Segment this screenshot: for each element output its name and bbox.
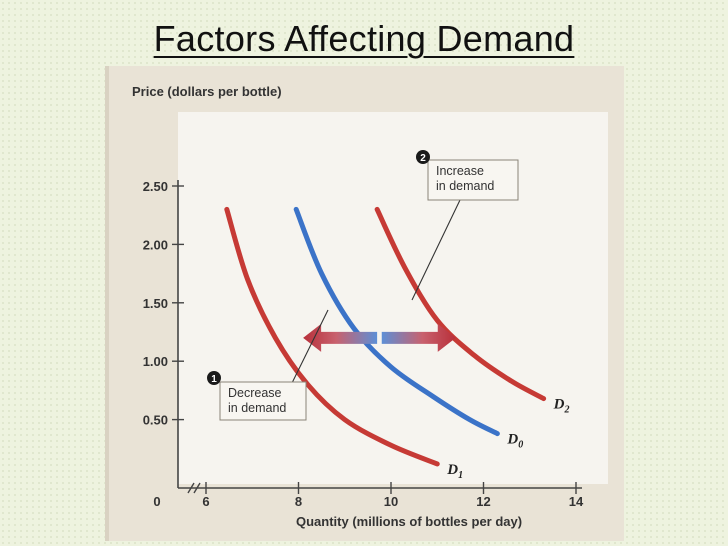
y-tick-label: 1.00 xyxy=(143,354,168,369)
annotation-text: Decrease xyxy=(228,386,282,400)
annotation-text: Increase xyxy=(436,164,484,178)
x-tick-label: 10 xyxy=(384,494,398,509)
annotation-box xyxy=(219,381,307,421)
curve-label-subscript: 0 xyxy=(518,440,523,451)
x-axis-title: Quantity (millions of bottles per day) xyxy=(296,514,522,529)
curve-d1 xyxy=(224,206,440,467)
annotation-box xyxy=(427,159,519,201)
x-tick-label: 0 xyxy=(153,494,160,509)
annotation-text: in demand xyxy=(228,401,286,415)
annotation-leader-line xyxy=(411,199,461,301)
curve-label-subscript: 2 xyxy=(563,405,569,416)
annotation-number-badge xyxy=(207,371,221,385)
x-tick-label: 14 xyxy=(569,494,584,509)
y-tick-label: 0.50 xyxy=(143,413,168,428)
curve-label-subscript: 1 xyxy=(458,470,463,481)
annotation-number: 1 xyxy=(211,374,217,385)
annotation-leader-line xyxy=(291,309,329,384)
x-tick-label: 12 xyxy=(476,494,490,509)
x-tick-label: 6 xyxy=(202,494,209,509)
annotation-text: in demand xyxy=(436,179,494,193)
x-tick-label: 8 xyxy=(295,494,302,509)
axis-break-mark xyxy=(187,482,201,494)
y-axis-title: Price (dollars per bottle) xyxy=(132,84,282,99)
shift-arrow-left xyxy=(303,323,378,352)
slide-title: Factors Affecting Demand xyxy=(0,18,728,60)
annotation-number: 2 xyxy=(420,153,426,164)
curve-d0 xyxy=(293,206,500,437)
shift-arrow-right xyxy=(381,323,456,352)
y-tick-label: 1.50 xyxy=(143,296,168,311)
y-tick-label: 2.00 xyxy=(143,237,168,252)
annotation-number-badge xyxy=(416,150,430,164)
slide-title-text: Factors Affecting Demand xyxy=(153,18,575,59)
plot-area xyxy=(178,112,608,484)
y-tick-label: 2.50 xyxy=(143,179,168,194)
